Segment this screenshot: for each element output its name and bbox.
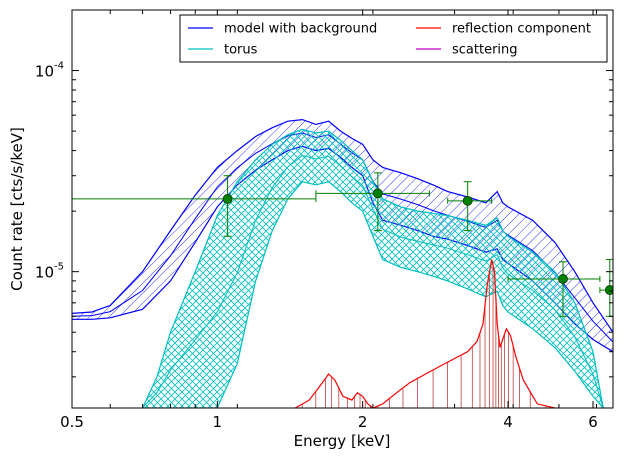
data-point-1 — [72, 175, 317, 237]
data-marker — [222, 194, 233, 204]
y-tick-label: 10-5 — [35, 262, 64, 282]
data-marker — [558, 274, 568, 284]
data-point-4 — [507, 261, 601, 317]
x-axis-label: Energy [keV] — [294, 432, 391, 450]
torus-upper-line — [141, 128, 604, 408]
data-marker — [604, 285, 613, 295]
torus-lower-line — [142, 181, 604, 408]
x-tick-label: 2 — [358, 413, 368, 431]
y-tick-label: 10-4 — [35, 61, 64, 81]
data-marker — [462, 195, 473, 206]
data-point-3 — [447, 181, 493, 232]
x-tick-label: 1 — [213, 413, 223, 431]
x-tick-label: 6 — [588, 413, 598, 431]
legend-label: torus — [224, 43, 258, 58]
data-marker — [372, 188, 383, 199]
plot-frame — [71, 9, 614, 409]
legend-label: model with background — [224, 22, 377, 37]
x-tick-label: 4 — [503, 413, 513, 431]
y-axis-label: Count rate [cts/s/keV] — [8, 127, 26, 291]
legend: model with background reflection componen… — [179, 14, 608, 63]
data-point-5 — [599, 258, 613, 317]
torus-median-line — [142, 155, 604, 408]
reflection-fill — [301, 265, 547, 408]
legend-box — [179, 14, 608, 63]
data-point-2 — [315, 172, 430, 232]
legend-label: scattering — [452, 43, 518, 58]
model-upper-line — [72, 118, 613, 333]
x-tick-label: 0.5 — [60, 413, 84, 431]
legend-label: reflection component — [452, 22, 591, 37]
reflection-line — [294, 259, 555, 408]
plot-area — [72, 118, 613, 408]
axes: 0.5 1 2 4 6 10-5 10-4 — [35, 9, 613, 431]
